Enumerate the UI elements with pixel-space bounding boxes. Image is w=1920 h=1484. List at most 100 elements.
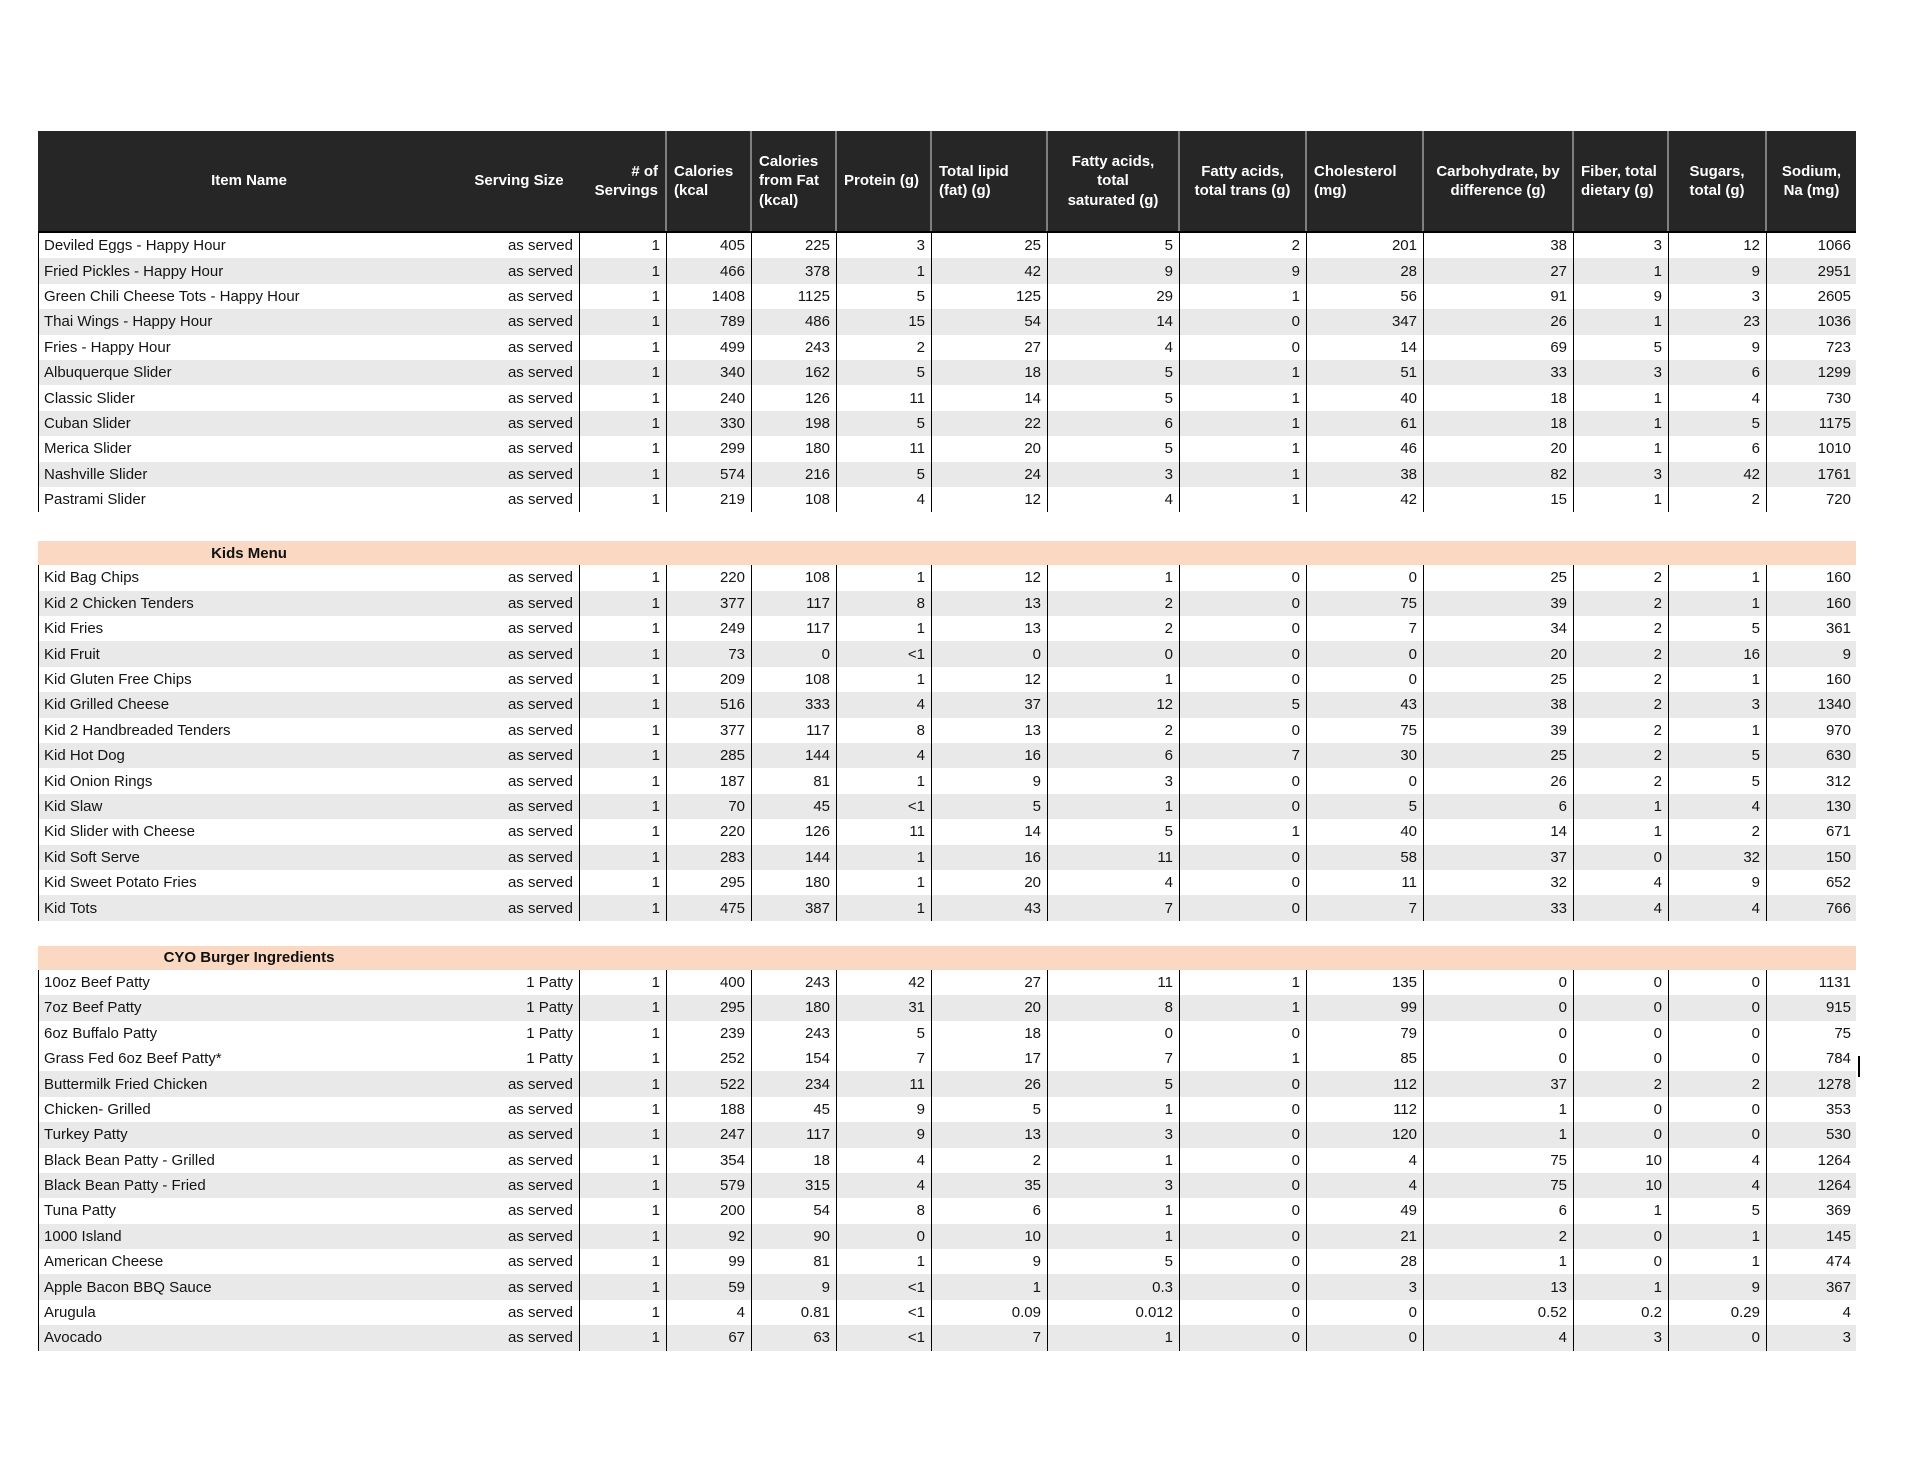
value-cell-sugars: 42	[1668, 461, 1766, 487]
item-name-cell: Kid Soft Serve	[44, 848, 140, 866]
value-cell-fatty-acids-saturated: 4	[1047, 869, 1179, 896]
value-cell-fatty-acids-saturated: 1	[1047, 793, 1179, 820]
column-header-protein: Protein (g)	[835, 131, 930, 231]
value-cell-calories: 789	[666, 309, 751, 335]
value-cell-total-lipid: 18	[931, 359, 1047, 386]
item-name-cell: Albuquerque Slider	[44, 364, 172, 382]
value-cell-sugars: 4	[1668, 1147, 1766, 1173]
value-cell-calories-from-fat: 486	[751, 309, 836, 335]
value-cell-carbohydrate: 1	[1423, 1249, 1573, 1275]
value-cell-carbohydrate: 37	[1423, 1071, 1573, 1097]
value-cell-fatty-acids-trans: 0	[1179, 869, 1306, 896]
value-cell-carbohydrate: 0.52	[1423, 1299, 1573, 1326]
value-cell-calories: 220	[666, 565, 751, 591]
value-cell-num-servings: 1	[579, 969, 666, 996]
item-name-cell: Kid Onion Rings	[44, 772, 153, 790]
table-row: Kid Hot Dog as served 1 285 144 4 16 6 7 30 25 2 5 63…	[38, 743, 1857, 769]
value-cell-carbohydrate: 39	[1423, 590, 1573, 617]
value-cell-calories: 354	[666, 1147, 751, 1173]
value-cell-fatty-acids-trans: 0	[1179, 1274, 1306, 1300]
value-cell-carbohydrate: 20	[1423, 641, 1573, 667]
value-cell-sugars: 1	[1668, 1249, 1766, 1275]
value-cell-fatty-acids-saturated: 1	[1047, 1223, 1179, 1250]
value-cell-num-servings: 1	[579, 717, 666, 744]
value-cell-total-lipid: 27	[931, 334, 1047, 360]
value-cell-cholesterol: 21	[1306, 1223, 1423, 1250]
value-cell-sugars: 0	[1668, 1096, 1766, 1123]
value-cell-protein: 11	[836, 819, 931, 845]
value-cell-calories: 92	[666, 1223, 751, 1250]
value-cell-fiber: 0	[1573, 1096, 1668, 1123]
value-cell-carbohydrate: 69	[1423, 334, 1573, 360]
value-cell-total-lipid: 13	[931, 717, 1047, 744]
value-cell-fiber: 0	[1573, 1020, 1668, 1046]
value-cell-total-lipid: 12	[931, 486, 1047, 513]
stray-text-cursor-mark	[1858, 1056, 1860, 1077]
table-row: Chicken- Grilled as served 1 188 45 9 5 1 0 112 1 0…	[38, 1096, 1856, 1123]
value-cell-fatty-acids-saturated: 4	[1047, 486, 1179, 513]
value-cell-cholesterol: 28	[1306, 1249, 1423, 1275]
value-cell-fiber: 1	[1573, 436, 1668, 462]
serving-size-cell: as served	[507, 620, 573, 638]
serving-size-cell: as served	[507, 237, 573, 255]
table-row: Kid Fries as served 1 249 117 1 13 2 0 7 34 2 5 361	[38, 616, 1856, 642]
section-header-band: CYO Burger Ingredients	[38, 945, 1856, 970]
value-cell-total-lipid: 20	[931, 436, 1047, 462]
value-cell-sugars: 6	[1668, 436, 1766, 462]
value-cell-fiber: 2	[1573, 565, 1668, 591]
value-cell-calories-from-fat: 126	[751, 385, 836, 411]
value-cell-calories: 499	[666, 334, 751, 360]
serving-size-cell: as served	[507, 1100, 573, 1118]
item-name-cell: Avocado	[44, 1329, 103, 1347]
value-cell-calories-from-fat: 144	[751, 844, 836, 870]
value-cell-carbohydrate: 14	[1423, 819, 1573, 845]
table-row: Cuban Slider as served 1 330 198 5 22 6 1 61 18 1 5 1…	[38, 410, 1856, 437]
table-row: Kid Slider with Cheese as served 1 220 126 11…	[38, 819, 1856, 845]
table-row: 1000 Island as served 1 92 90 0 10 1 0 21 2 0 1 145	[38, 1223, 1856, 1250]
value-cell-total-lipid: 26	[931, 1071, 1047, 1097]
value-cell-protein: 8	[836, 590, 931, 617]
value-cell-protein: 4	[836, 1172, 931, 1199]
value-cell-cholesterol: 112	[1306, 1071, 1423, 1097]
value-cell-calories: 377	[666, 717, 751, 744]
value-cell-sodium: 312	[1766, 768, 1857, 794]
value-cell-cholesterol: 4	[1306, 1172, 1423, 1199]
value-cell-calories: 70	[666, 793, 751, 820]
value-cell-calories: 252	[666, 1045, 751, 1072]
value-cell-fatty-acids-trans: 0	[1179, 844, 1306, 870]
value-cell-protein: 31	[836, 995, 931, 1021]
section-header-band: Kids Menu	[38, 541, 1856, 566]
value-cell-calories-from-fat: 81	[751, 1249, 836, 1275]
table-row: Black Bean Patty - Fried as served 1 579 315…	[38, 1172, 1857, 1199]
value-cell-sodium: 630	[1766, 743, 1857, 769]
value-cell-sugars: 4	[1668, 895, 1766, 921]
value-cell-fiber: 0	[1573, 995, 1668, 1021]
value-cell-fatty-acids-trans: 0	[1179, 1122, 1306, 1148]
item-name-cell: Kid Gluten Free Chips	[44, 671, 192, 689]
value-cell-fatty-acids-saturated: 5	[1047, 1071, 1179, 1097]
table-row: Kid Tots as served 1 475 387 1 43 7 0 7 33 4 4 766	[38, 895, 1856, 921]
item-name-cell: Black Bean Patty - Fried	[44, 1177, 206, 1195]
value-cell-num-servings: 1	[579, 1071, 666, 1097]
value-cell-carbohydrate: 25	[1423, 666, 1573, 693]
value-cell-calories: 249	[666, 616, 751, 642]
serving-size-cell: as served	[507, 772, 573, 790]
value-cell-fiber: 4	[1573, 895, 1668, 921]
table-row: Albuquerque Slider as served 1 340 162 5 18 5 1 5…	[38, 359, 1856, 386]
value-cell-sodium: 2605	[1766, 283, 1857, 310]
value-cell-sodium: 1264	[1766, 1172, 1857, 1199]
item-name-cell: Grass Fed 6oz Beef Patty*	[44, 1050, 222, 1068]
value-cell-protein: 2	[836, 334, 931, 360]
section-gap	[38, 921, 1856, 946]
value-cell-calories: 200	[666, 1198, 751, 1224]
value-cell-sodium: 1340	[1766, 692, 1857, 718]
value-cell-fatty-acids-trans: 1	[1179, 486, 1306, 513]
serving-size-cell: as served	[507, 287, 573, 305]
value-cell-sodium: 160	[1766, 666, 1857, 693]
value-cell-fatty-acids-saturated: 3	[1047, 461, 1179, 487]
value-cell-sugars: 0	[1668, 1045, 1766, 1072]
value-cell-protein: 0	[836, 1223, 931, 1250]
value-cell-total-lipid: 125	[931, 283, 1047, 310]
value-cell-fatty-acids-saturated: 1	[1047, 565, 1179, 591]
value-cell-cholesterol: 61	[1306, 410, 1423, 437]
